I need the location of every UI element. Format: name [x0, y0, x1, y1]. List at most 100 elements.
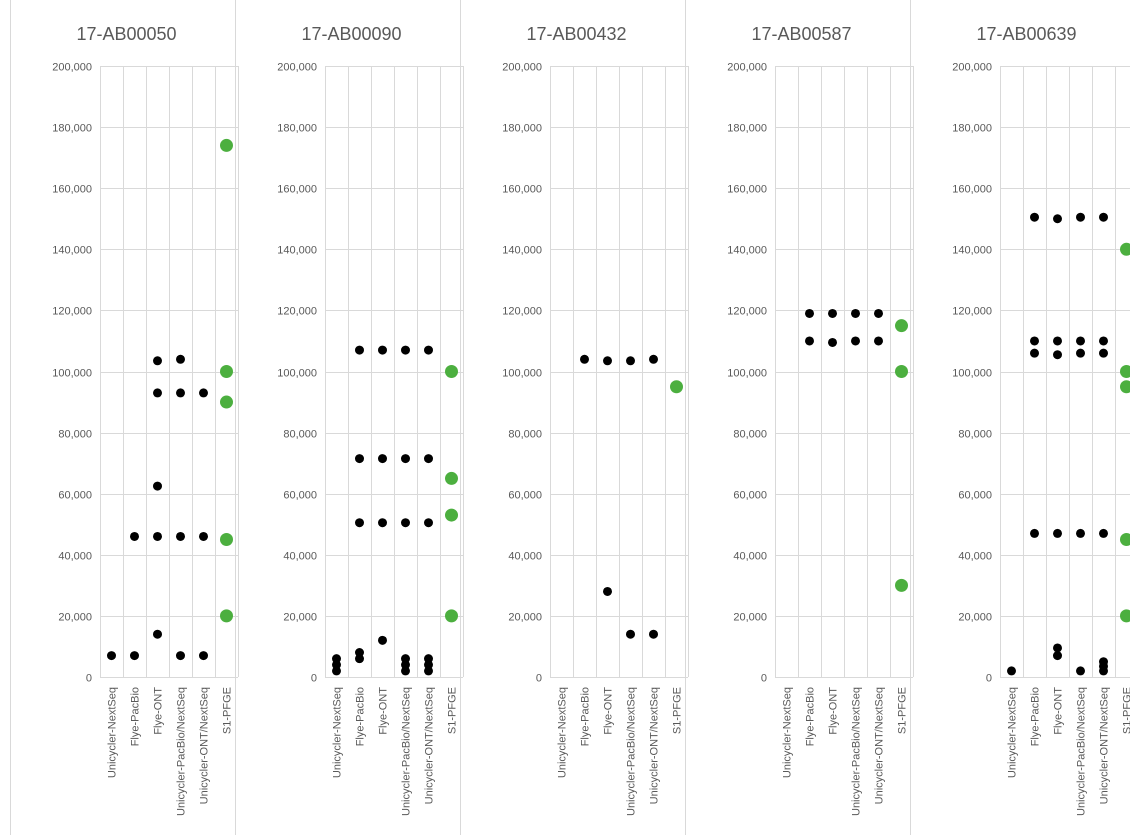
y-tick-label: 80,000 — [58, 429, 92, 441]
y-tick-label: 0 — [536, 673, 542, 685]
y-tick-label: 160,000 — [52, 184, 92, 196]
y-tick-label: 100,000 — [952, 368, 992, 380]
pfge-point — [220, 365, 233, 378]
assembly-point — [805, 309, 814, 318]
x-category-label: Unicycler-NextSeq — [107, 687, 119, 778]
assembly-point — [1030, 336, 1039, 345]
assembly-point — [1099, 336, 1108, 345]
assembly-point — [828, 309, 837, 318]
assembly-point — [649, 355, 658, 364]
y-tick-label: 120,000 — [277, 306, 317, 318]
panel-title: 17-AB00432 — [526, 24, 626, 44]
panel-title: 17-AB00050 — [76, 24, 176, 44]
x-category-label: Flye-ONT — [378, 687, 390, 735]
y-tick-label: 160,000 — [502, 184, 542, 196]
pfge-point — [445, 472, 458, 485]
assembly-point — [828, 338, 837, 347]
y-tick-label: 100,000 — [52, 368, 92, 380]
y-tick-label: 100,000 — [277, 368, 317, 380]
y-tick-label: 200,000 — [52, 62, 92, 74]
assembly-point — [378, 518, 387, 527]
y-tick-label: 0 — [761, 673, 767, 685]
assembly-point — [355, 518, 364, 527]
assembly-point — [153, 532, 162, 541]
pfge-point — [1120, 533, 1130, 546]
assembly-point — [153, 356, 162, 365]
x-category-label: Unicycler-PacBio/NextSeq — [176, 687, 188, 816]
y-tick-label: 180,000 — [952, 123, 992, 135]
assembly-point — [603, 587, 612, 596]
y-tick-label: 20,000 — [508, 612, 542, 624]
x-category-label: Unicycler-ONT/NextSeq — [1099, 687, 1111, 804]
x-category-label: Unicycler-ONT/NextSeq — [424, 687, 436, 804]
assembly-point — [603, 356, 612, 365]
assembly-point — [1030, 213, 1039, 222]
y-tick-label: 140,000 — [727, 245, 767, 257]
assembly-point — [378, 346, 387, 355]
pfge-point — [1120, 365, 1130, 378]
assembly-point — [1076, 666, 1085, 675]
x-category-label: S1-PFGE — [222, 687, 234, 734]
assembly-point — [130, 532, 139, 541]
y-tick-label: 140,000 — [502, 245, 542, 257]
assembly-point — [424, 346, 433, 355]
assembly-point — [1053, 214, 1062, 223]
assembly-point — [176, 532, 185, 541]
assembly-point — [401, 346, 410, 355]
y-tick-label: 120,000 — [727, 306, 767, 318]
assembly-point — [424, 518, 433, 527]
assembly-point — [851, 336, 860, 345]
y-tick-label: 100,000 — [727, 368, 767, 380]
assembly-point — [153, 482, 162, 491]
x-category-label: Flye-ONT — [1053, 687, 1065, 735]
assembly-point — [1053, 350, 1062, 359]
y-tick-label: 20,000 — [733, 612, 767, 624]
assembly-point — [1076, 529, 1085, 538]
assembly-point — [355, 648, 364, 657]
assembly-point — [1053, 529, 1062, 538]
x-category-label: Unicycler-PacBio/NextSeq — [851, 687, 863, 816]
assembly-point — [805, 336, 814, 345]
assembly-point — [355, 346, 364, 355]
assembly-point — [580, 355, 589, 364]
pfge-point — [220, 609, 233, 622]
x-category-label: Unicycler-NextSeq — [332, 687, 344, 778]
assembly-point — [1099, 349, 1108, 358]
y-tick-label: 80,000 — [958, 429, 992, 441]
x-category-label: Unicycler-ONT/NextSeq — [199, 687, 211, 804]
x-category-label: S1-PFGE — [897, 687, 909, 734]
y-tick-label: 200,000 — [277, 62, 317, 74]
y-tick-label: 180,000 — [52, 123, 92, 135]
assembly-point — [1099, 529, 1108, 538]
y-tick-label: 100,000 — [502, 368, 542, 380]
assembly-point — [378, 636, 387, 645]
pfge-point — [445, 365, 458, 378]
x-category-label: Unicycler-PacBio/NextSeq — [401, 687, 413, 816]
x-category-label: S1-PFGE — [672, 687, 684, 734]
y-tick-label: 0 — [311, 673, 317, 685]
y-tick-label: 120,000 — [502, 306, 542, 318]
y-tick-label: 20,000 — [58, 612, 92, 624]
y-tick-label: 40,000 — [58, 551, 92, 563]
y-tick-label: 0 — [86, 673, 92, 685]
assembly-point — [1099, 657, 1108, 666]
assembly-point — [1076, 213, 1085, 222]
x-category-label: Flye-PacBio — [580, 687, 592, 746]
x-category-label: Unicycler-NextSeq — [782, 687, 794, 778]
assembly-point — [1007, 666, 1016, 675]
assembly-point — [1099, 213, 1108, 222]
assembly-point — [1076, 349, 1085, 358]
pfge-point — [220, 139, 233, 152]
y-tick-label: 60,000 — [733, 490, 767, 502]
y-tick-label: 60,000 — [958, 490, 992, 502]
assembly-point — [874, 309, 883, 318]
y-tick-label: 200,000 — [952, 62, 992, 74]
x-category-label: Flye-PacBio — [805, 687, 817, 746]
x-category-label: Flye-PacBio — [130, 687, 142, 746]
y-tick-label: 40,000 — [283, 551, 317, 563]
x-category-label: S1-PFGE — [447, 687, 459, 734]
x-category-label: Unicycler-PacBio/NextSeq — [1076, 687, 1088, 816]
y-tick-label: 40,000 — [958, 551, 992, 563]
x-category-label: S1-PFGE — [1122, 687, 1130, 734]
